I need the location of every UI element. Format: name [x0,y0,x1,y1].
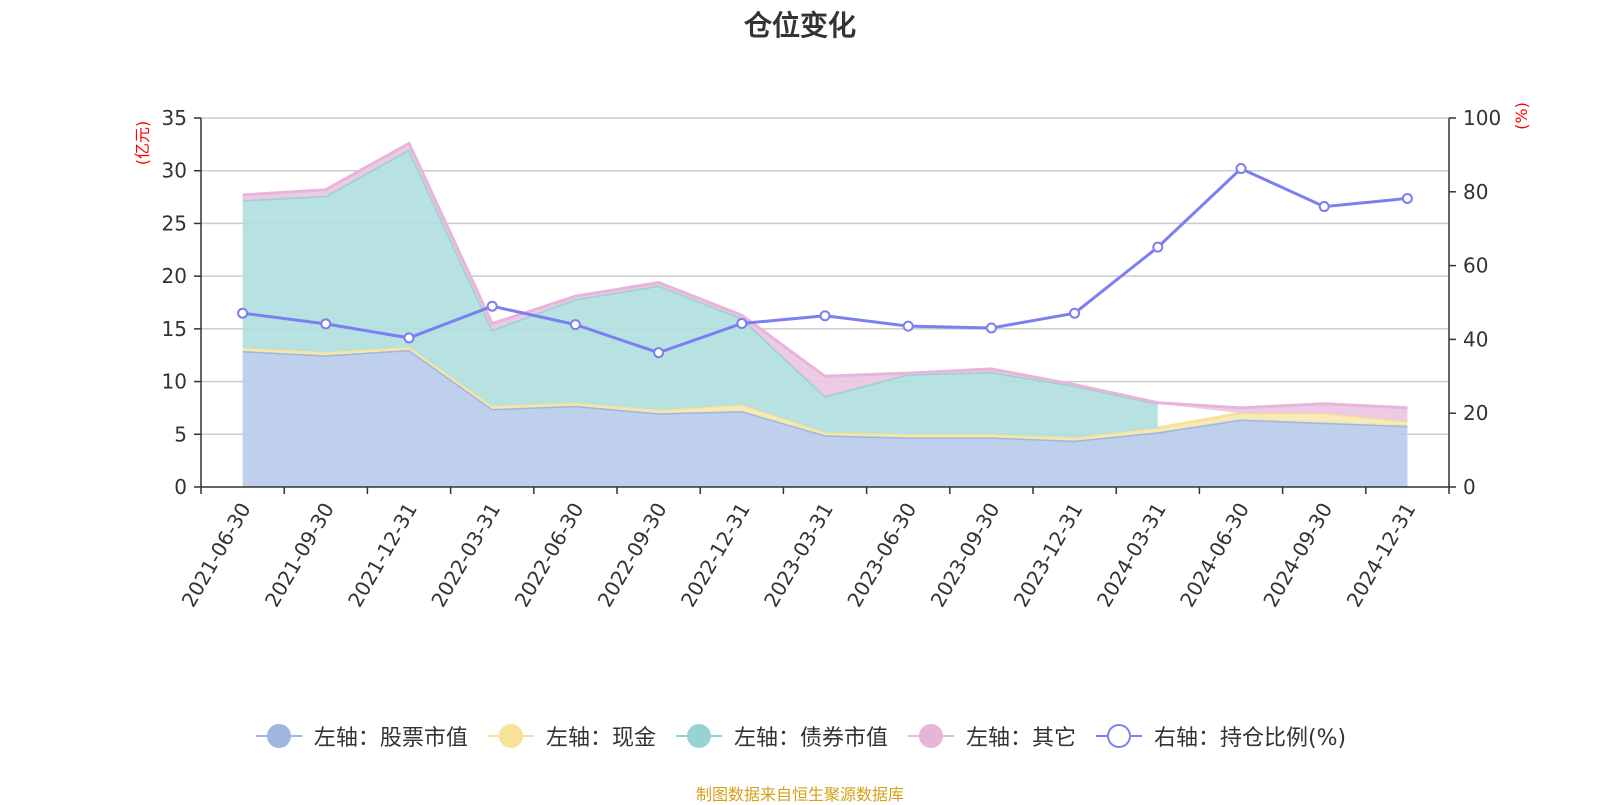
legend-swatch-icon [255,724,302,748]
left-tick-label: 10 [162,370,187,394]
area-edge-series-4 [242,141,1408,410]
legend-label: 右轴：持仓比例(%) [1153,726,1347,751]
legend-label: 左轴：股票市值 [313,726,468,751]
legend-swatch-dot [1106,724,1131,748]
ratio-line-layer [237,163,1413,359]
ratio-point [736,318,748,330]
legend-swatch-icon [907,724,954,748]
x-tick-label: 2024-09-30 [1258,499,1337,612]
ratio-point [1235,163,1247,175]
right-tick-label: 60 [1463,254,1488,278]
legend-item[interactable]: 右轴：持仓比例(%) [1094,720,1346,752]
legend: 左轴：股票市值 左轴：现金 左轴：债券市值 左轴：其它 右轴：持仓比例(%) [0,720,1600,752]
ratio-point [403,332,415,344]
x-tick-label: 2022-12-31 [676,499,755,612]
area-series-1 [242,349,1408,487]
right-tick-label: 40 [1463,327,1488,351]
right-tick-label: 0 [1463,475,1476,499]
left-tick-label: 15 [162,317,187,341]
x-tick-label: 2021-12-31 [343,499,422,612]
legend-swatch-icon [675,724,722,748]
legend-swatch-icon [1095,724,1142,748]
left-axis-unit: (亿元) [133,121,152,166]
legend-swatch-dot [498,724,523,748]
ratio-point [320,318,332,330]
x-tick-label: 2022-03-31 [426,499,505,612]
x-tick-label: 2023-12-31 [1009,499,1088,612]
x-tick-label: 2021-09-30 [260,499,339,612]
ratio-point [1318,201,1330,213]
x-tick-label: 2024-12-31 [1341,499,1420,612]
ratio-point [237,307,249,319]
right-tick-label: 20 [1463,401,1488,425]
ratio-point [486,300,498,312]
ratio-point [1152,241,1164,253]
legend-label: 左轴：现金 [545,726,656,751]
x-tick-label: 2023-09-30 [925,499,1004,612]
x-tick-label: 2021-06-30 [177,499,256,612]
ratio-point [819,310,831,322]
x-tick-label: 2023-06-30 [842,498,921,611]
legend-item[interactable]: 左轴：其它 [906,720,1076,752]
left-tick-label: 0 [174,475,187,499]
right-tick-label: 100 [1463,106,1501,130]
ratio-point [569,319,581,331]
legend-swatch-icon [487,724,534,748]
left-tick-label: 5 [174,422,187,446]
legend-swatch-dot [266,724,291,748]
area-series-3 [242,149,1158,438]
legend-label: 左轴：债券市值 [733,726,888,751]
legend-item[interactable]: 左轴：股票市值 [254,720,468,752]
legend-swatch-dot [918,724,943,748]
stacked-areas [242,141,1408,487]
left-tick-label: 20 [162,264,187,288]
ratio-point [985,322,997,334]
left-tick-label: 25 [162,211,187,235]
x-tick-label: 2024-03-31 [1092,499,1171,612]
ratio-point [1069,307,1081,319]
x-tick-label: 2022-09-30 [593,499,672,612]
x-tick-label: 2024-06-30 [1175,499,1254,612]
ratio-point [653,347,665,359]
legend-label: 左轴：其它 [965,726,1076,751]
legend-item[interactable]: 左轴：债券市值 [674,720,888,752]
legend-item[interactable]: 左轴：现金 [486,720,656,752]
ratio-point [1401,192,1413,204]
left-tick-label: 35 [162,106,187,130]
right-axis-unit: (%) [1512,102,1531,130]
left-tick-label: 30 [162,159,187,183]
x-tick-label: 2023-03-31 [759,499,838,612]
x-tick-label: 2022-06-30 [509,499,588,612]
ratio-point [902,320,914,332]
source-note: 制图数据来自恒生聚源数据库 [695,785,904,804]
chart-title: 仓位变化 [743,9,856,42]
legend-swatch-dot [686,724,711,748]
right-tick-label: 80 [1463,180,1488,204]
